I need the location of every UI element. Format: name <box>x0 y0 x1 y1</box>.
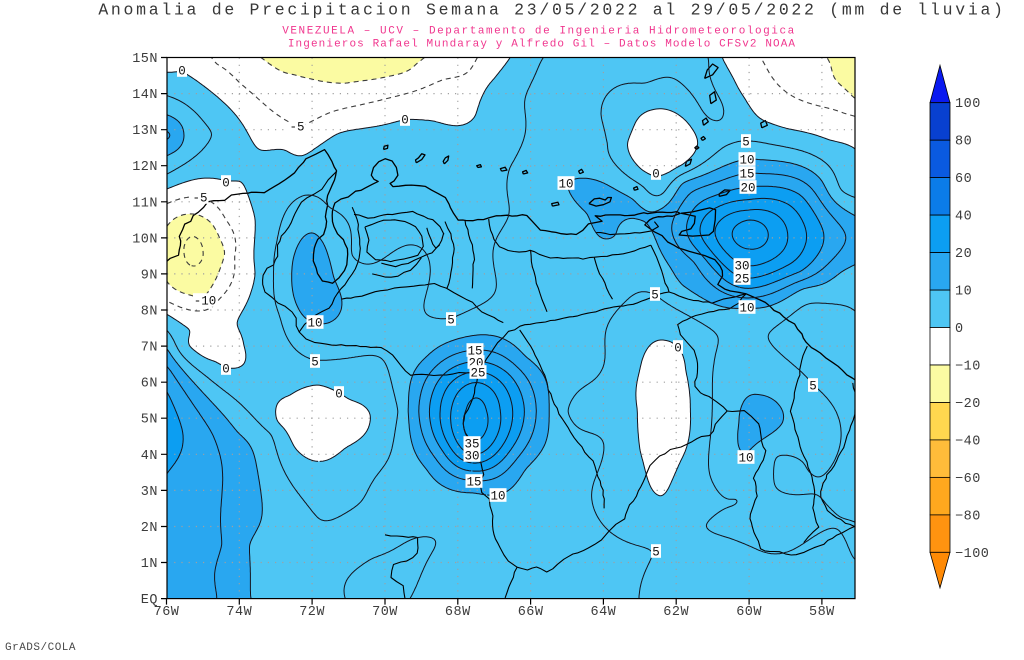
svg-text:4N: 4N <box>141 449 158 464</box>
svg-text:10: 10 <box>738 451 753 465</box>
svg-text:74W: 74W <box>226 605 252 620</box>
svg-text:−60: −60 <box>955 472 981 487</box>
svg-text:1N: 1N <box>141 557 158 572</box>
svg-text:80: 80 <box>955 135 972 150</box>
svg-text:10: 10 <box>307 316 322 330</box>
svg-text:−20: −20 <box>955 397 981 412</box>
svg-text:11N: 11N <box>132 196 158 211</box>
svg-text:62W: 62W <box>663 605 689 620</box>
svg-text:20: 20 <box>955 247 972 262</box>
svg-text:-5: -5 <box>192 191 207 205</box>
svg-text:15: 15 <box>467 344 482 358</box>
svg-text:5: 5 <box>652 545 660 559</box>
svg-text:70W: 70W <box>372 605 398 620</box>
svg-text:25: 25 <box>470 366 485 380</box>
svg-text:10N: 10N <box>132 232 158 247</box>
svg-text:5: 5 <box>447 313 455 327</box>
svg-text:15N: 15N <box>132 52 158 67</box>
svg-text:2N: 2N <box>141 521 158 536</box>
svg-text:10: 10 <box>490 489 505 503</box>
svg-text:EQ: EQ <box>141 593 158 608</box>
svg-text:Ingenieros Rafael Mundaray y A: Ingenieros Rafael Mundaray y Alfredo Gil… <box>288 39 796 51</box>
svg-text:7N: 7N <box>141 341 158 356</box>
svg-text:0: 0 <box>178 64 186 78</box>
svg-text:66W: 66W <box>518 605 544 620</box>
svg-text:GrADS/COLA: GrADS/COLA <box>5 642 76 654</box>
svg-text:6N: 6N <box>141 377 158 392</box>
svg-text:3N: 3N <box>141 485 158 500</box>
svg-text:8N: 8N <box>141 305 158 320</box>
svg-text:−40: −40 <box>955 434 981 449</box>
svg-text:10: 10 <box>739 153 754 167</box>
svg-text:Anomalia de Precipitacion Sema: Anomalia de Precipitacion Semana 23/05/2… <box>98 1 1005 20</box>
svg-text:20: 20 <box>740 181 755 195</box>
svg-text:15: 15 <box>739 167 754 181</box>
svg-text:15: 15 <box>466 475 481 489</box>
svg-text:−10: −10 <box>955 360 981 375</box>
svg-text:0: 0 <box>222 176 230 190</box>
svg-text:10: 10 <box>739 301 754 315</box>
svg-text:14N: 14N <box>132 88 158 103</box>
svg-text:64W: 64W <box>590 605 616 620</box>
svg-text:5: 5 <box>651 288 659 302</box>
svg-text:25: 25 <box>734 272 749 286</box>
svg-text:13N: 13N <box>132 124 158 139</box>
svg-text:76W: 76W <box>154 605 180 620</box>
svg-text:72W: 72W <box>299 605 325 620</box>
svg-text:VENEZUELA – UCV – Departamento: VENEZUELA – UCV – Departamento de Ingeni… <box>282 26 796 38</box>
svg-text:5: 5 <box>742 135 750 149</box>
svg-text:35: 35 <box>464 437 479 451</box>
svg-text:-10: -10 <box>194 294 217 308</box>
svg-text:0: 0 <box>674 341 682 355</box>
svg-text:0: 0 <box>652 167 660 181</box>
svg-text:5N: 5N <box>141 413 158 428</box>
svg-text:5: 5 <box>311 355 319 369</box>
svg-text:0: 0 <box>335 387 343 401</box>
svg-text:10: 10 <box>955 285 972 300</box>
svg-text:10: 10 <box>558 177 573 191</box>
svg-text:0: 0 <box>955 322 964 337</box>
svg-text:0: 0 <box>401 113 409 127</box>
svg-text:0: 0 <box>222 362 230 376</box>
svg-text:9N: 9N <box>141 268 158 283</box>
svg-text:58W: 58W <box>809 605 835 620</box>
svg-text:60: 60 <box>955 172 972 187</box>
svg-text:−80: −80 <box>955 509 981 524</box>
svg-text:30: 30 <box>734 259 749 273</box>
svg-text:68W: 68W <box>445 605 471 620</box>
svg-text:100: 100 <box>955 97 981 112</box>
svg-text:-5: -5 <box>289 120 304 134</box>
svg-text:60W: 60W <box>736 605 762 620</box>
svg-text:5: 5 <box>809 379 817 393</box>
svg-text:40: 40 <box>955 210 972 225</box>
svg-text:12N: 12N <box>132 160 158 175</box>
svg-text:−100: −100 <box>955 547 989 562</box>
svg-text:30: 30 <box>464 449 479 463</box>
